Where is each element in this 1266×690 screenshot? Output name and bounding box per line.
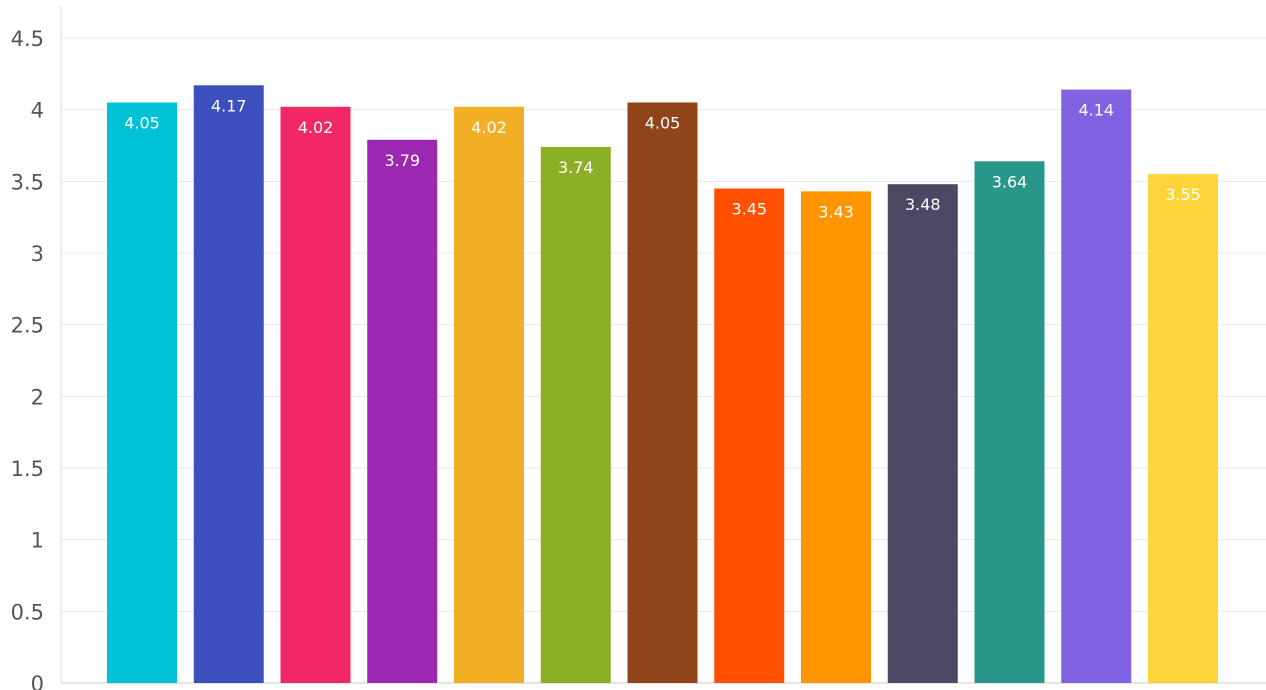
bar: [1148, 174, 1218, 683]
bar: [107, 102, 177, 683]
bar: [1061, 89, 1132, 684]
y-tick-label: 1.5: [11, 457, 44, 481]
y-tick-label: 2: [31, 385, 44, 409]
data-label: 4.02: [471, 118, 507, 137]
data-label: 3.48: [905, 195, 941, 214]
data-label: 3.55: [1165, 185, 1201, 204]
data-label: 3.45: [731, 200, 767, 219]
bar: [454, 106, 524, 684]
y-tick-label: 2.5: [11, 314, 44, 338]
bar: [367, 139, 438, 683]
bars: [107, 85, 1218, 684]
y-tick-label: 0.5: [11, 600, 44, 624]
y-tick-label: 4.5: [11, 27, 44, 51]
bar: [193, 85, 264, 684]
data-label: 4.02: [298, 118, 334, 137]
y-tick-label: 1: [31, 529, 44, 553]
data-label: 4.14: [1078, 101, 1114, 120]
bar: [627, 102, 698, 683]
bar: [887, 184, 958, 683]
data-label: 4.05: [124, 114, 160, 133]
y-tick-label: 3.5: [11, 170, 44, 194]
data-label: 4.17: [211, 96, 247, 115]
data-label: 3.79: [384, 151, 420, 170]
bar: [280, 106, 351, 684]
y-axis: 0 0.5 1 1.5 2 2.5 3 3.5 4 4.5: [11, 6, 62, 690]
bar: [540, 146, 611, 683]
y-tick-label: 4: [31, 99, 44, 123]
bar: [974, 161, 1045, 683]
data-label: 3.74: [558, 158, 594, 177]
data-label: 3.64: [992, 172, 1028, 191]
bar: [714, 188, 785, 683]
data-label: 4.05: [645, 114, 681, 133]
y-tick-label: 3: [31, 242, 44, 266]
data-labels: 4.05 4.17 4.02 3.79 4.02 3.74 4.05 3.45 3.43 3.48…: [124, 96, 1201, 221]
data-label: 3.43: [818, 202, 854, 221]
y-tick-label: 0: [31, 672, 44, 690]
bar: [801, 191, 871, 683]
